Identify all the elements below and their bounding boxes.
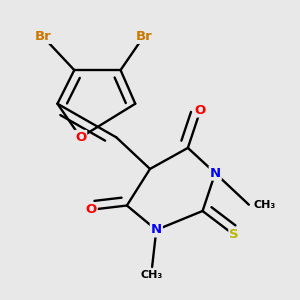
- Text: N: N: [210, 167, 221, 180]
- Text: CH₃: CH₃: [141, 270, 163, 280]
- Text: O: O: [85, 203, 97, 216]
- Text: O: O: [75, 131, 86, 144]
- Text: Br: Br: [135, 30, 152, 43]
- Text: O: O: [195, 103, 206, 116]
- Text: CH₃: CH₃: [254, 200, 276, 210]
- Text: Br: Br: [34, 30, 51, 43]
- Text: S: S: [229, 229, 239, 242]
- Text: N: N: [151, 224, 162, 236]
